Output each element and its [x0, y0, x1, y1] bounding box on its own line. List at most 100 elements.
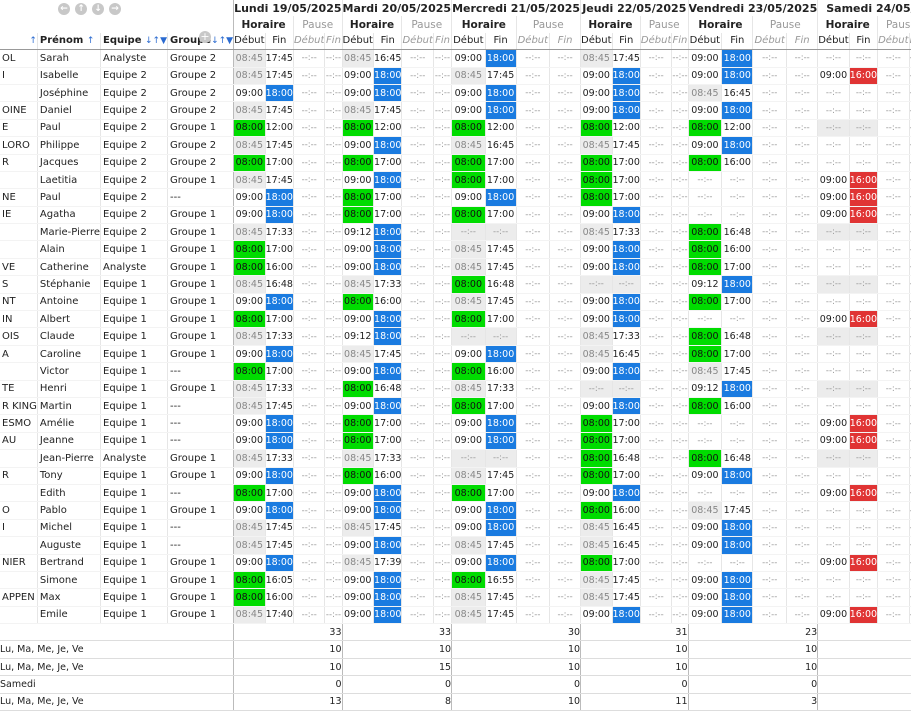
end-time-cell[interactable]: 16:00	[849, 606, 879, 625]
end-time-cell[interactable]: --:--	[721, 310, 754, 329]
start-time-cell[interactable]: 09:00	[580, 101, 613, 120]
start-time-cell[interactable]: 08:00	[580, 171, 613, 190]
start-time-cell[interactable]: 08:45	[342, 345, 374, 364]
start-time-cell[interactable]: 08:00	[688, 223, 723, 242]
end-time-cell[interactable]: 18:00	[721, 275, 754, 294]
pause-end-cell[interactable]: --:--	[433, 414, 453, 433]
pause-end-cell[interactable]: --:--	[324, 275, 343, 294]
end-time-cell[interactable]: --:--	[849, 136, 879, 155]
start-time-cell[interactable]: --:--	[688, 484, 723, 503]
end-time-cell[interactable]: --:--	[721, 414, 754, 433]
pause-end-cell[interactable]: --:--	[324, 397, 343, 416]
end-time-cell[interactable]: 18:00	[265, 414, 294, 433]
end-time-cell[interactable]: 18:00	[612, 310, 641, 329]
start-time-cell[interactable]: --:--	[817, 101, 850, 120]
pause-end-cell[interactable]: --:--	[433, 49, 453, 68]
start-time-cell[interactable]: 09:00	[342, 67, 374, 85]
end-time-cell[interactable]: 17:00	[485, 397, 517, 416]
start-time-cell[interactable]: 09:00	[342, 84, 374, 103]
end-time-cell[interactable]: 17:33	[485, 380, 517, 398]
end-time-cell[interactable]: --:--	[721, 484, 754, 503]
pause-start-cell[interactable]: --:--	[516, 327, 551, 346]
end-time-cell[interactable]: 17:45	[265, 519, 294, 538]
start-time-cell[interactable]: 09:00	[233, 467, 266, 485]
pause-end-cell[interactable]: --:--	[909, 49, 911, 68]
start-time-cell[interactable]: 09:00	[342, 258, 374, 277]
pause-start-cell[interactable]: --:--	[640, 571, 673, 590]
start-time-cell[interactable]: 08:45	[580, 571, 613, 590]
start-time-cell[interactable]: 08:45	[451, 536, 486, 555]
start-time-cell[interactable]: --:--	[688, 188, 723, 207]
start-time-cell[interactable]: 08:00	[451, 154, 486, 172]
pause-end-cell[interactable]: --:--	[909, 432, 911, 451]
end-time-cell[interactable]: 17:33	[265, 327, 294, 346]
start-time-cell[interactable]: 08:00	[342, 154, 374, 172]
end-time-cell[interactable]: 18:00	[612, 293, 641, 312]
start-time-cell[interactable]: 09:00	[233, 432, 266, 451]
start-time-cell[interactable]: --:--	[817, 223, 850, 242]
pause-start-cell[interactable]: --:--	[293, 327, 326, 346]
start-time-cell[interactable]: 09:00	[342, 571, 374, 590]
pause-end-cell[interactable]: --:--	[433, 327, 453, 346]
pause-start-cell[interactable]: --:--	[293, 571, 326, 590]
pause-start-cell[interactable]: --:--	[640, 206, 673, 225]
pause-end-cell[interactable]: --:--	[324, 293, 343, 312]
start-time-cell[interactable]: 08:00	[233, 154, 266, 172]
end-time-cell[interactable]: 18:00	[373, 84, 403, 103]
pause-start-cell[interactable]: --:--	[877, 362, 910, 381]
start-time-cell[interactable]: 08:00	[451, 310, 486, 329]
pause-end-cell[interactable]: --:--	[549, 345, 582, 364]
pause-start-cell[interactable]: --:--	[516, 240, 551, 259]
table-row[interactable]: A Caroline Equipe 1 Groupe 1 09:00 18:00 --:--…	[0, 345, 911, 364]
start-time-cell[interactable]: 08:45	[342, 101, 374, 120]
pause-end-cell[interactable]: --:--	[324, 554, 343, 572]
pause-start-cell[interactable]: --:--	[401, 136, 434, 155]
pause-start-cell[interactable]: --:--	[752, 275, 788, 294]
pause-end-cell[interactable]: --:--	[324, 362, 343, 381]
pause-end-cell[interactable]: --:--	[671, 501, 689, 520]
start-time-cell[interactable]: 09:00	[580, 606, 613, 625]
start-time-cell[interactable]: 08:45	[580, 223, 613, 242]
start-time-cell[interactable]: 08:00	[233, 484, 266, 503]
pause-end-cell[interactable]: --:--	[324, 84, 343, 103]
start-time-cell[interactable]: 08:45	[342, 554, 374, 572]
pause-start-cell[interactable]: --:--	[877, 275, 910, 294]
pause-end-cell[interactable]: --:--	[786, 588, 819, 607]
start-time-cell[interactable]: --:--	[817, 536, 850, 555]
pause-end-cell[interactable]: --:--	[433, 240, 453, 259]
pause-end-cell[interactable]: --:--	[433, 171, 453, 190]
start-time-cell[interactable]: 09:00	[342, 606, 374, 625]
end-time-cell[interactable]: 17:00	[485, 171, 517, 190]
pause-start-cell[interactable]: --:--	[401, 432, 434, 451]
start-time-cell[interactable]: 09:00	[451, 84, 486, 103]
table-row[interactable]: S Stéphanie Equipe 1 Groupe 1 08:45 16:48 --:-…	[0, 275, 911, 294]
end-time-cell[interactable]: 17:33	[265, 223, 294, 242]
start-time-cell[interactable]: 09:00	[233, 501, 266, 520]
pause-end-cell[interactable]: --:--	[671, 571, 689, 590]
start-time-cell[interactable]: 08:00	[233, 119, 266, 138]
pause-end-cell[interactable]: --:--	[786, 67, 819, 85]
table-row[interactable]: I Michel Equipe 1 --- 08:45 17:45 --:-- --:-- 08…	[0, 519, 911, 538]
end-time-cell[interactable]: 17:45	[612, 571, 641, 590]
pause-end-cell[interactable]: --:--	[549, 484, 582, 503]
start-time-cell[interactable]: 08:00	[580, 188, 613, 207]
end-time-cell[interactable]: 18:00	[485, 414, 517, 433]
table-row[interactable]: I Isabelle Equipe 2 Groupe 2 08:45 17:45 --:--…	[0, 67, 911, 85]
end-time-cell[interactable]: --:--	[849, 223, 879, 242]
pause-end-cell[interactable]: --:--	[433, 362, 453, 381]
pause-end-cell[interactable]: --:--	[324, 171, 343, 190]
pause-end-cell[interactable]: --:--	[909, 588, 911, 607]
start-time-cell[interactable]: 08:45	[233, 536, 266, 555]
pause-start-cell[interactable]: --:--	[640, 432, 673, 451]
start-time-cell[interactable]: --:--	[580, 380, 613, 398]
end-time-cell[interactable]: 17:45	[265, 171, 294, 190]
pause-end-cell[interactable]: --:--	[324, 67, 343, 85]
pause-start-cell[interactable]: --:--	[293, 223, 326, 242]
pause-start-cell[interactable]: --:--	[516, 536, 551, 555]
end-time-cell[interactable]: 17:33	[373, 449, 403, 468]
pause-end-cell[interactable]: --:--	[549, 310, 582, 329]
pause-start-cell[interactable]: --:--	[752, 67, 788, 85]
pause-end-cell[interactable]: --:--	[549, 449, 582, 468]
end-time-cell[interactable]: 18:00	[612, 67, 641, 85]
end-time-cell[interactable]: 17:45	[265, 49, 294, 68]
